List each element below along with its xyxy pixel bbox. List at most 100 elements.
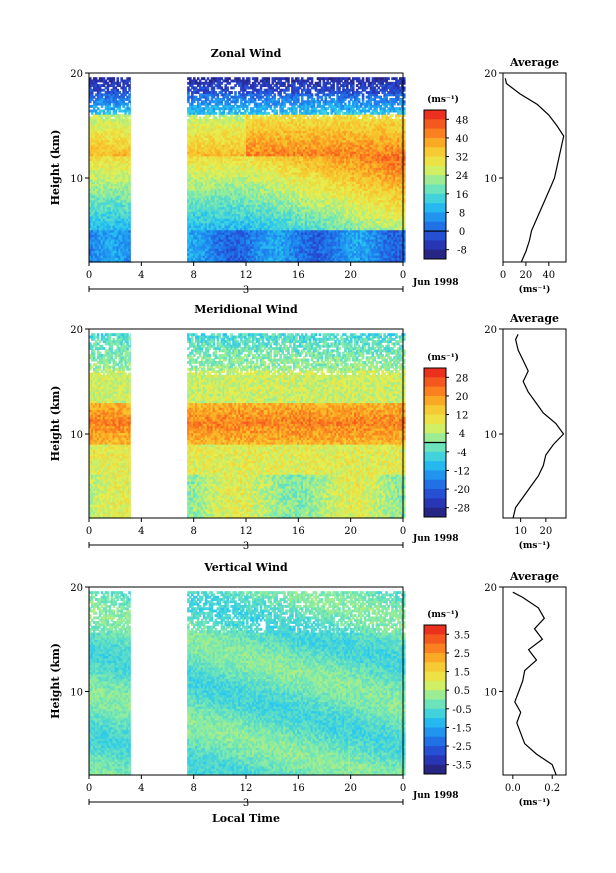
colorbar-swatch [424,452,446,462]
colorbar-swatch [424,461,446,471]
profile-line [505,78,563,262]
y-axis-label: Height (km) [49,386,62,462]
colorbar-tick-label: 40 [456,134,469,145]
y-tick-label: 10 [70,174,83,185]
data-gap [131,587,186,775]
profile-line [513,592,556,775]
x-tick-label: 20 [344,783,357,794]
profile-x-tick-label: 40 [542,270,555,281]
colorbar-tick-label: -4 [457,448,467,459]
date-label: 3 [243,798,249,809]
colorbar-swatch [424,755,446,765]
x-tick-label: 12 [240,526,253,537]
x-tick-label: 0 [86,783,92,794]
x-tick-label: 20 [344,270,357,281]
colorbar-swatch [424,119,446,129]
colorbar-unit: (ms⁻¹) [427,609,459,620]
colorbar-swatch [424,203,446,213]
colorbar-swatch [424,709,446,719]
colorbar-swatch [424,157,446,167]
x-tick-label: 8 [190,526,196,537]
colorbar-swatch [424,185,446,195]
colorbar: (ms⁻¹)3.52.51.50.5-0.5-1.5-2.5-3.5 [424,609,472,775]
colorbar-swatch [424,175,446,185]
colorbar-swatch [424,222,446,232]
colorbar-tick-label: 20 [456,392,469,403]
y-tick-label: 20 [70,583,83,594]
x-tick-label: 4 [138,270,144,281]
profile-x-unit: (ms⁻¹) [519,540,551,551]
profile-x-tick-label: 20 [520,270,533,281]
colorbar-tick-label: 2.5 [454,649,470,660]
colorbar-swatch [424,672,446,682]
colorbar-swatch [424,681,446,691]
colorbar-swatch [424,147,446,157]
colorbar-swatch [424,212,446,222]
colorbar-swatch [424,129,446,139]
colorbar-swatch [424,194,446,204]
colorbar-swatch [424,396,446,406]
chart-title: Vertical Wind [203,561,288,574]
profile-y-tick-label: 10 [484,174,497,185]
profile-x-tick-label: 0.0 [505,783,521,794]
profile-y-tick-label: 20 [484,325,497,336]
x-tick-label: 0 [400,526,406,537]
colorbar-swatch [424,443,446,453]
profile-x-unit: (ms⁻¹) [519,797,551,808]
data-gap [131,329,186,518]
profile-y-tick-label: 10 [484,430,497,441]
colorbar-tick-label: -12 [454,466,470,477]
profile-y-tick-label: 20 [484,583,497,594]
x-tick-label: 16 [292,526,305,537]
colorbar-tick-label: 0 [459,227,465,238]
x-tick-label: 16 [292,783,305,794]
colorbar-tick-label: 0.5 [454,686,470,697]
colorbar-tick-label: -20 [454,485,470,496]
date-label: 3 [243,541,249,552]
profile-title: Average [509,570,559,583]
x-axis-label: Local Time [212,812,280,825]
date-label: 3 [243,285,249,296]
colorbar-swatch [424,415,446,425]
colorbar-swatch [424,737,446,747]
x-tick-label: 8 [190,270,196,281]
profile-x-tick-label: 0 [500,270,506,281]
y-tick-label: 10 [70,430,83,441]
colorbar-swatch [424,625,446,635]
colorbar-swatch [424,377,446,387]
colorbar-tick-label: -0.5 [452,705,471,716]
x-tick-label: 0 [400,270,406,281]
colorbar-swatch [424,489,446,499]
data-gap [131,73,186,262]
y-axis-label: Height (km) [49,130,62,206]
wind-figure: Zonal Wind2010Height (km)0 4 8 12 16 20 03Jun … [0,0,616,873]
colorbar-swatch [424,424,446,434]
x-tick-label: 0 [86,526,92,537]
profile-y-tick-label: 10 [484,687,497,698]
x-tick-label: 0 [86,270,92,281]
colorbar-swatch [424,480,446,490]
colorbar-tick-label: 3.5 [454,630,470,641]
colorbar-swatch [424,662,446,672]
colorbar-swatch [424,470,446,480]
colorbar-tick-label: 1.5 [454,668,470,679]
profile-line [513,334,563,518]
profile-x-unit: (ms⁻¹) [519,284,551,295]
x-tick-label: 0 [400,783,406,794]
x-tick-label: 12 [240,270,253,281]
colorbar-tick-label: 28 [456,373,469,384]
colorbar-tick-label: -3.5 [452,761,471,772]
profile-x-tick-label: 20 [539,526,552,537]
date-suffix: Jun 1998 [412,278,459,288]
colorbar-tick-label: 12 [456,411,469,422]
profile-title: Average [509,312,559,325]
colorbar-tick-label: 24 [456,171,469,182]
colorbar-swatch [424,634,446,644]
